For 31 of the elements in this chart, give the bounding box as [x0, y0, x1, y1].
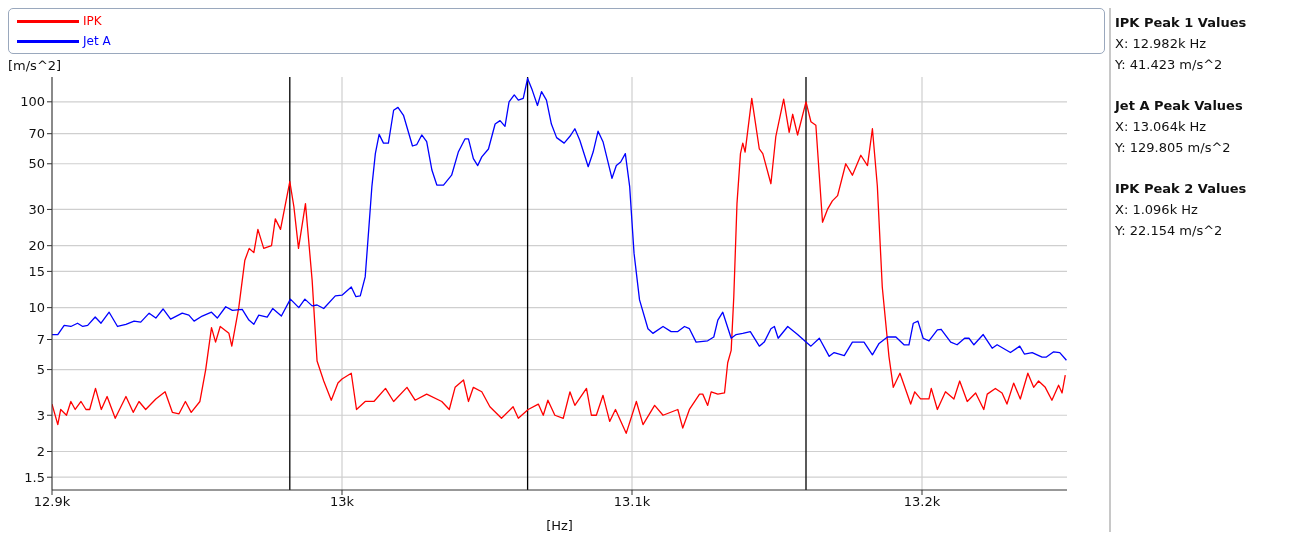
- x-tick-label: 13k: [329, 494, 355, 510]
- x-tick-label: 13.1k: [613, 494, 651, 510]
- y-tick-label: 3: [36, 407, 45, 423]
- text: Y: 22.154 m/s^2: [1115, 223, 1223, 238]
- text: IPK Peak 2 Values: [1115, 181, 1247, 196]
- y-tick-label: 100: [20, 94, 45, 110]
- text: IPK: [83, 14, 102, 28]
- x-tick-label: 13.2k: [903, 494, 941, 510]
- x-tick-label: 12.9k: [33, 494, 71, 510]
- y-tick-label: 15: [28, 264, 45, 280]
- y-tick-label: 1.5: [24, 469, 45, 485]
- y-tick-label: 2: [36, 444, 45, 460]
- text: Y: 41.423 m/s^2: [1115, 57, 1223, 72]
- text: IPK Peak 1 Values: [1115, 15, 1247, 30]
- x-axis-title: [Hz]: [546, 518, 573, 533]
- text: X: 13.064k Hz: [1115, 119, 1207, 134]
- y-tick-label: 7: [36, 332, 45, 348]
- text: Jet A Peak Values: [1115, 98, 1243, 113]
- y-axis-title: [m/s^2]: [8, 58, 62, 73]
- y-tick-label: 70: [28, 126, 45, 142]
- y-tick-label: 5: [36, 362, 45, 378]
- y-tick-label: 30: [28, 202, 45, 218]
- text: Y: 129.805 m/s^2: [1115, 140, 1231, 155]
- line-series: [52, 77, 1067, 361]
- y-tick-label: 20: [28, 238, 45, 254]
- text: X: 12.982k Hz: [1115, 36, 1207, 51]
- text: Jet A: [83, 34, 111, 48]
- y-tick-label: 10: [28, 300, 45, 316]
- line-series: [52, 97, 1066, 434]
- text: X: 1.096k Hz: [1115, 202, 1198, 217]
- y-tick-label: 50: [28, 156, 45, 172]
